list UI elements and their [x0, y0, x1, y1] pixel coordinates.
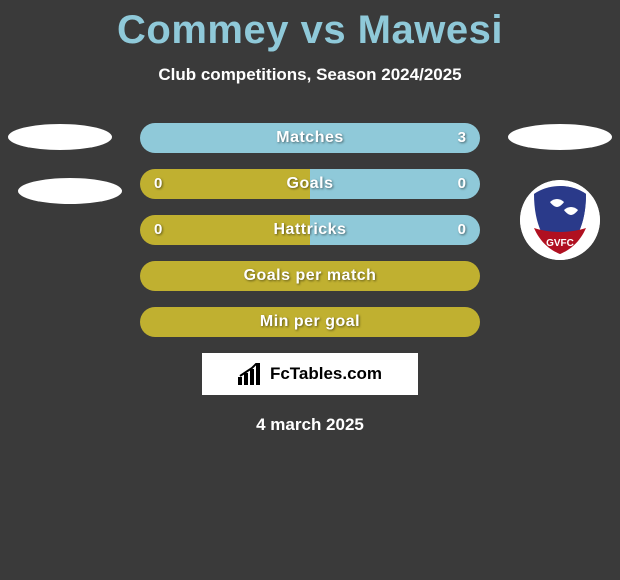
stat-label: Matches [140, 123, 480, 153]
stat-label: Hattricks [140, 215, 480, 245]
stat-value-left: 0 [154, 169, 162, 199]
stat-row: Min per goal [140, 307, 480, 337]
stat-value-right: 3 [458, 123, 466, 153]
player-right-placeholder-1 [508, 124, 612, 150]
club-badge-svg: GVFC [520, 180, 600, 260]
stat-label: Goals [140, 169, 480, 199]
bars-icon [238, 363, 264, 385]
stat-row: Hattricks0 0 [140, 215, 480, 245]
player-left-placeholder-2 [18, 178, 122, 204]
stat-row: Matches3 [140, 123, 480, 153]
branding-text: FcTables.com [270, 364, 382, 384]
stat-value-left: 0 [154, 215, 162, 245]
date: 4 march 2025 [0, 415, 620, 435]
club-badge: GVFC [520, 180, 600, 260]
player-left-placeholder-1 [8, 124, 112, 150]
subtitle: Club competitions, Season 2024/2025 [0, 65, 620, 85]
svg-text:GVFC: GVFC [546, 238, 574, 249]
stat-value-right: 0 [458, 215, 466, 245]
stat-row: Goals per match [140, 261, 480, 291]
stat-row: Goals0 0 [140, 169, 480, 199]
stat-value-right: 0 [458, 169, 466, 199]
page-title: Commey vs Mawesi [0, 0, 620, 53]
branding-box: FcTables.com [202, 353, 418, 395]
stat-label: Min per goal [140, 307, 480, 337]
stat-label: Goals per match [140, 261, 480, 291]
